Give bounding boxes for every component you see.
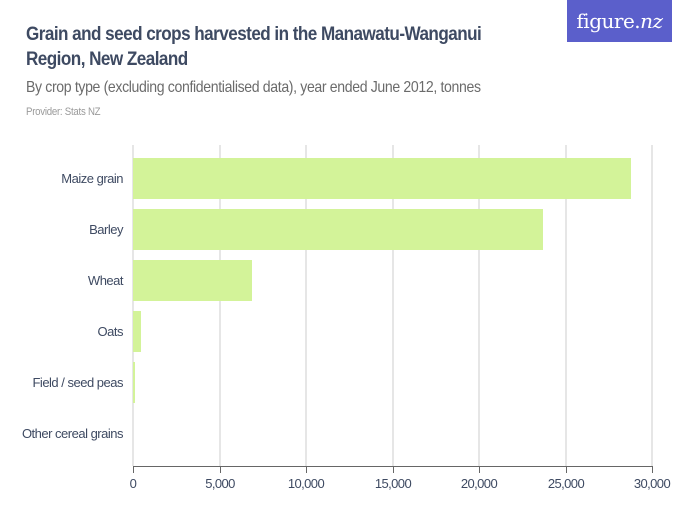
category-label: Wheat (87, 273, 124, 288)
x-axis-tick-label: 10,000 (287, 476, 325, 491)
logo-text: figure. (576, 9, 641, 33)
x-axis-tick (133, 466, 134, 473)
x-axis-tick (652, 466, 653, 473)
chart-title: Grain and seed crops harvested in the Ma… (26, 24, 482, 70)
x-axis-tick (566, 466, 567, 473)
gridline (219, 145, 221, 466)
x-axis-tick-label: 30,000 (633, 476, 671, 491)
x-axis-tick (479, 466, 480, 473)
gridline (392, 145, 394, 466)
figure-nz-logo[interactable]: figure.nz (567, 0, 672, 42)
chart-subtitle: By crop type (excluding confidentialised… (26, 79, 481, 96)
gridline (132, 145, 134, 466)
category-label: Barley (89, 222, 123, 237)
bar-wheat[interactable] (133, 260, 253, 301)
gridline (478, 145, 480, 466)
bar-oats[interactable] (133, 311, 142, 352)
x-axis-tick (393, 466, 394, 473)
logo-text-nz: nz (640, 9, 663, 33)
provider-label: Provider: Stats NZ (26, 106, 101, 118)
x-axis-tick-label: 15,000 (374, 476, 412, 491)
category-label: Oats (97, 324, 124, 339)
bar-barley[interactable] (133, 209, 543, 250)
category-label: Field / seed peas (32, 375, 123, 390)
category-label: Maize grain (61, 171, 123, 186)
x-axis-tick-label: 25,000 (547, 476, 585, 491)
gridline (305, 145, 307, 466)
x-axis-tick-label: 5,000 (205, 476, 235, 491)
bar-maize-grain[interactable] (133, 158, 632, 199)
bar-field-seed-peas[interactable] (133, 362, 135, 403)
x-axis-tick (220, 466, 221, 473)
x-axis-tick-label: 20,000 (460, 476, 498, 491)
gridline (651, 145, 653, 466)
x-axis-tick (306, 466, 307, 473)
category-label: Other cereal grains (21, 426, 124, 441)
gridline (565, 145, 567, 466)
x-axis-tick-label: 0 (129, 476, 137, 491)
